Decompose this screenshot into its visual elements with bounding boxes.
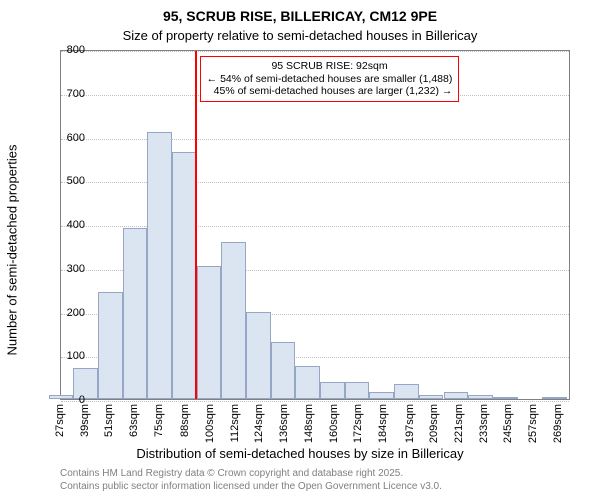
y-tick-label: 700 bbox=[45, 88, 85, 100]
x-tick-label: 51sqm bbox=[103, 404, 115, 437]
histogram-bar bbox=[493, 397, 518, 399]
x-tick-label: 245sqm bbox=[502, 404, 514, 443]
histogram-bar bbox=[320, 382, 345, 400]
histogram-chart: 95, SCRUB RISE, BILLERICAY, CM12 9PE Siz… bbox=[0, 0, 600, 500]
gridline-h bbox=[61, 139, 569, 140]
y-axis-label: Number of semi-detached properties bbox=[5, 145, 20, 356]
histogram-bar bbox=[394, 384, 419, 399]
gridline-h bbox=[61, 226, 569, 227]
x-tick-label: 124sqm bbox=[253, 404, 265, 443]
histogram-bar bbox=[98, 292, 123, 399]
x-axis-label: Distribution of semi-detached houses by … bbox=[0, 446, 600, 461]
x-tick-label: 172sqm bbox=[352, 404, 364, 443]
x-tick-label: 75sqm bbox=[153, 404, 165, 437]
x-tick-label: 160sqm bbox=[328, 404, 340, 443]
histogram-bar bbox=[246, 312, 271, 400]
x-tick-label: 112sqm bbox=[229, 404, 241, 442]
attribution-line: Contains HM Land Registry data © Crown c… bbox=[60, 468, 442, 481]
histogram-bar bbox=[542, 397, 567, 399]
marker-line bbox=[195, 51, 197, 399]
histogram-bar bbox=[419, 395, 444, 399]
histogram-bar bbox=[369, 392, 394, 399]
gridline-h bbox=[61, 401, 569, 402]
gridline-h bbox=[61, 51, 569, 52]
histogram-bar bbox=[271, 342, 296, 399]
chart-subtitle: Size of property relative to semi-detach… bbox=[0, 28, 600, 43]
x-tick-label: 209sqm bbox=[428, 404, 440, 443]
histogram-bar bbox=[221, 242, 246, 400]
histogram-bar bbox=[295, 366, 320, 399]
histogram-bar bbox=[123, 228, 148, 399]
histogram-bar bbox=[468, 395, 493, 399]
y-tick-label: 200 bbox=[45, 307, 85, 319]
x-tick-label: 269sqm bbox=[552, 404, 564, 443]
x-tick-label: 148sqm bbox=[303, 404, 315, 443]
x-tick-label: 39sqm bbox=[79, 404, 91, 437]
y-tick-label: 800 bbox=[45, 44, 85, 56]
x-tick-label: 257sqm bbox=[527, 404, 539, 443]
chart-title: 95, SCRUB RISE, BILLERICAY, CM12 9PE bbox=[0, 8, 600, 24]
histogram-bar bbox=[197, 266, 222, 399]
x-tick-label: 233sqm bbox=[478, 404, 490, 443]
annotation-line: 95 SCRUB RISE: 92sqm bbox=[207, 60, 453, 73]
x-tick-label: 88sqm bbox=[179, 404, 191, 437]
x-tick-label: 197sqm bbox=[404, 404, 416, 443]
annotation-line: ← 54% of semi-detached houses are smalle… bbox=[207, 73, 453, 86]
plot-area bbox=[60, 50, 570, 400]
attribution-text: Contains HM Land Registry data © Crown c… bbox=[60, 468, 442, 493]
y-tick-label: 400 bbox=[45, 219, 85, 231]
marker-annotation-box: 95 SCRUB RISE: 92sqm← 54% of semi-detach… bbox=[200, 56, 460, 102]
histogram-bar bbox=[172, 152, 197, 399]
y-tick-label: 300 bbox=[45, 263, 85, 275]
y-tick-label: 500 bbox=[45, 175, 85, 187]
annotation-line: 45% of semi-detached houses are larger (… bbox=[207, 85, 453, 98]
x-tick-label: 136sqm bbox=[278, 404, 290, 443]
x-tick-label: 221sqm bbox=[453, 404, 465, 443]
y-tick-label: 600 bbox=[45, 132, 85, 144]
gridline-h bbox=[61, 182, 569, 183]
histogram-bar bbox=[444, 392, 469, 399]
x-tick-label: 100sqm bbox=[204, 404, 216, 443]
histogram-bar bbox=[345, 382, 370, 400]
x-tick-label: 63sqm bbox=[128, 404, 140, 437]
histogram-bar bbox=[147, 132, 172, 399]
x-tick-label: 184sqm bbox=[377, 404, 389, 443]
x-tick-label: 27sqm bbox=[54, 404, 66, 437]
y-tick-label: 100 bbox=[45, 350, 85, 362]
attribution-line: Contains public sector information licen… bbox=[60, 481, 442, 494]
